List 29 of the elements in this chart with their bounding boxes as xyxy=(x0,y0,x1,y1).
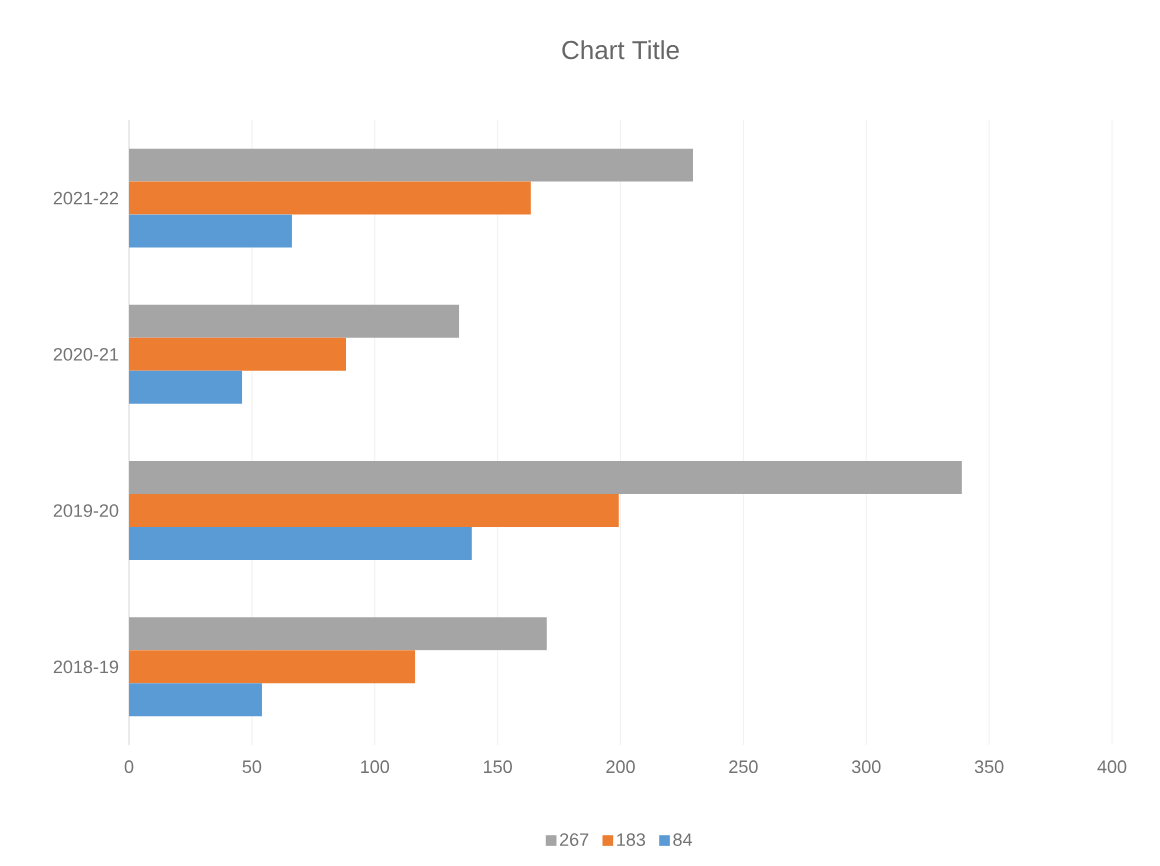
bar xyxy=(129,148,693,182)
bar xyxy=(129,650,416,684)
x-tick-label: 50 xyxy=(242,760,262,774)
bar xyxy=(129,527,472,561)
y-tick-label: 2019-20 xyxy=(53,504,119,517)
bar xyxy=(129,617,547,651)
bar xyxy=(129,304,460,338)
x-tick-label: 100 xyxy=(361,760,390,774)
x-tick-label: 150 xyxy=(483,760,512,774)
bar xyxy=(129,337,346,371)
bar xyxy=(129,683,262,717)
x-tick-label: 300 xyxy=(851,760,881,774)
x-tick-label: 250 xyxy=(729,760,758,774)
chart-title: Chart Title xyxy=(562,40,679,60)
legend-label: 84 xyxy=(673,833,693,846)
y-tick-label: 2020-21 xyxy=(53,347,119,361)
x-tick-label: 200 xyxy=(606,760,635,774)
bar xyxy=(129,181,531,215)
bar xyxy=(129,214,292,248)
x-tick-label: 0 xyxy=(124,760,134,774)
x-tick-label: 400 xyxy=(1097,760,1127,774)
y-tick-label: 2018-19 xyxy=(53,660,119,674)
y-tick-label: 2021-22 xyxy=(53,191,119,205)
legend-label: 267 xyxy=(560,833,589,846)
bar xyxy=(129,370,243,404)
legend-label: 183 xyxy=(617,833,646,846)
bar xyxy=(129,461,962,495)
bar xyxy=(129,494,619,528)
x-tick-label: 350 xyxy=(974,760,1004,774)
